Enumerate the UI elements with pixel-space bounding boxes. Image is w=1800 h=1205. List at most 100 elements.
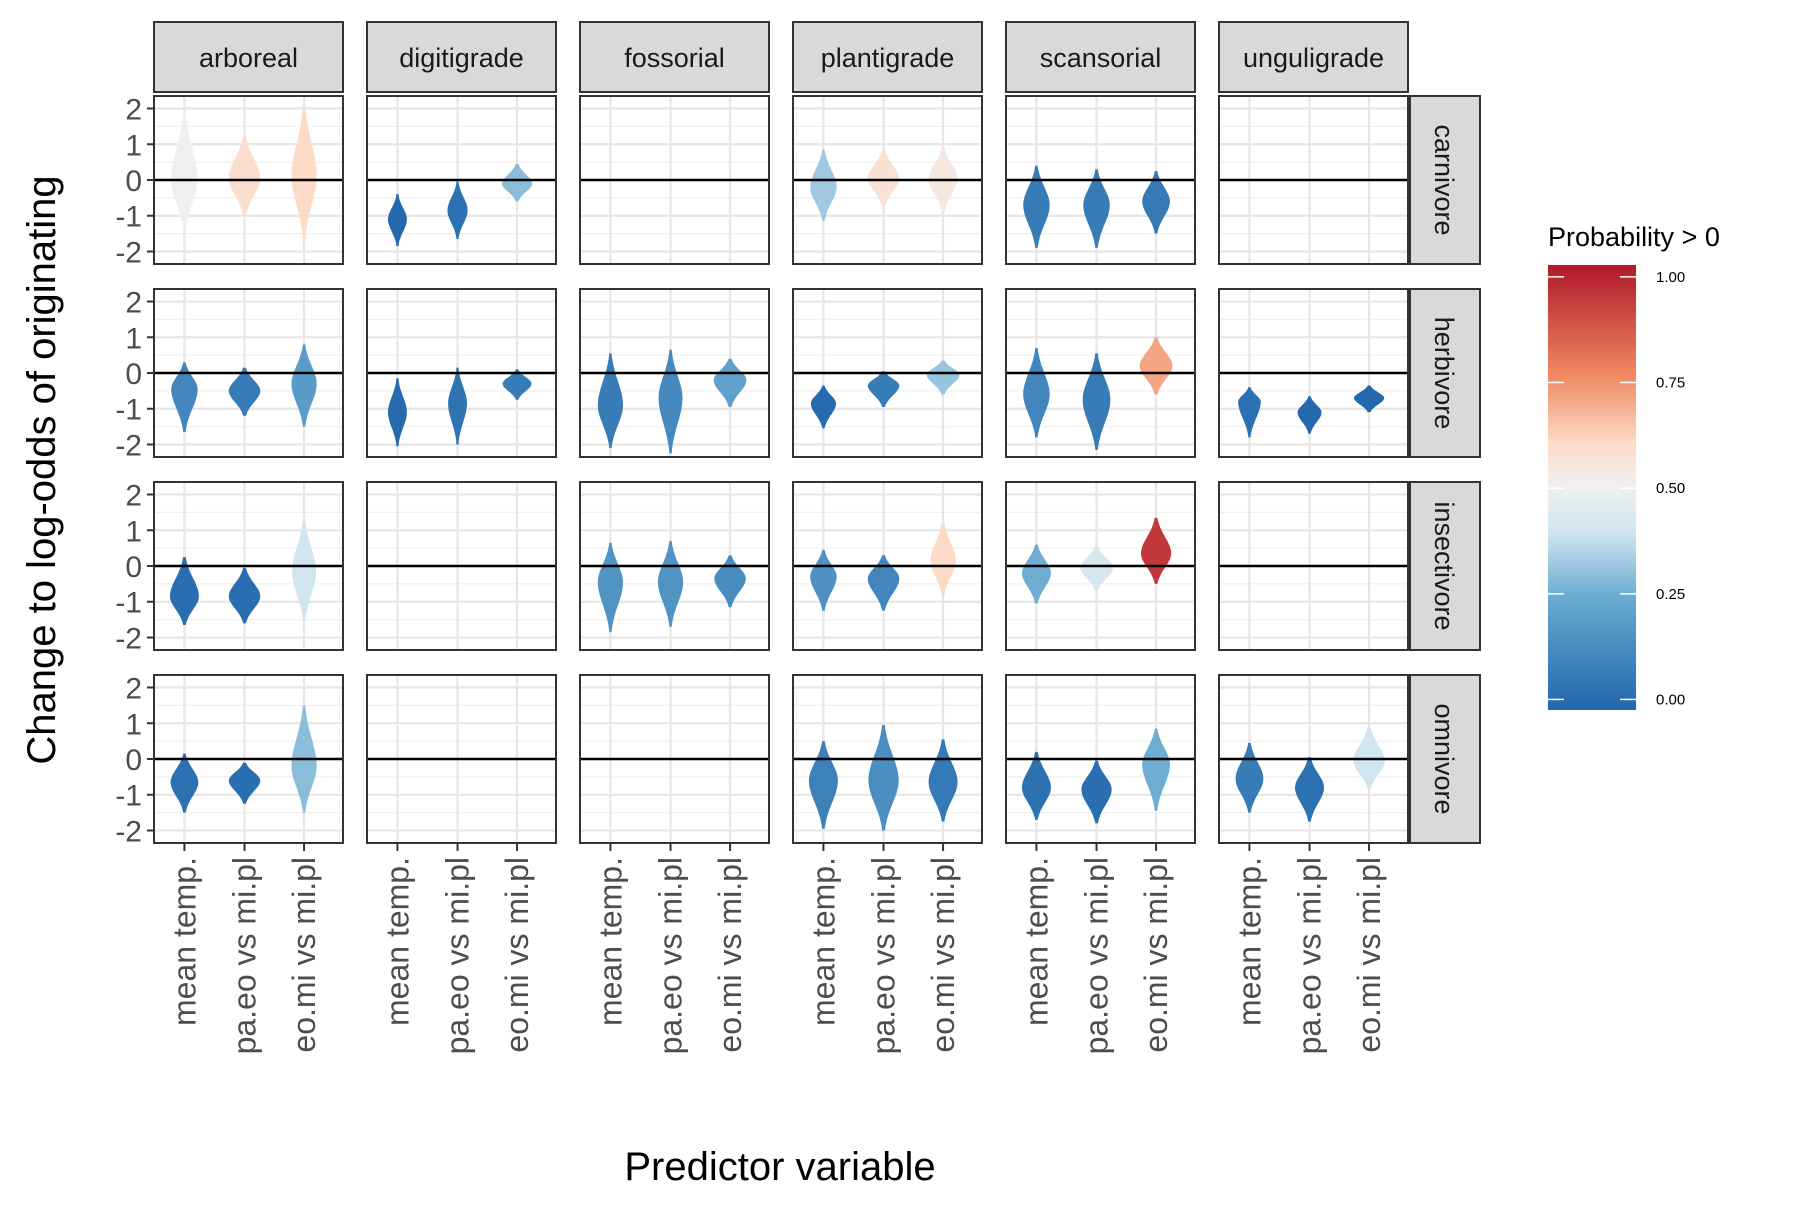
strip-herbivore: herbivore (1409, 288, 1481, 458)
strip-label: carnivore (1429, 124, 1459, 235)
strip-background (1409, 674, 1481, 844)
violin-carnivore-arboreal-0 (171, 112, 198, 231)
violin-herbivore-scansorial-2 (1139, 337, 1173, 395)
strip-label: plantigrade (821, 43, 955, 73)
violin-carnivore-scansorial-0 (1023, 165, 1050, 248)
panel-border (792, 288, 983, 458)
column-strips: arboreal digitigrade fossorial plantigrade s… (153, 21, 1409, 93)
panel-border (1005, 674, 1196, 844)
strip-plantigrade: plantigrade (792, 21, 983, 93)
x-tick-label: eo.mi vs mi.pl (286, 857, 322, 1053)
x-tick-label: pa.eo vs mi.pl (1079, 857, 1115, 1054)
y-tick-label: 2 (125, 673, 142, 706)
panel-omnivore-fossorial (579, 674, 770, 844)
strip-background (1409, 481, 1481, 651)
x-axis-title: Predictor variable (624, 1145, 935, 1189)
y-tick-label: 1 (125, 129, 142, 162)
violin-omnivore-scansorial-0 (1021, 751, 1051, 820)
y-tick-label: -2 (115, 236, 142, 269)
strip-background (153, 21, 344, 93)
violin-omnivore-arboreal-0 (170, 753, 199, 813)
strip-label: scansorial (1040, 43, 1162, 73)
strip-omnivore: omnivore (1409, 674, 1481, 844)
violin-insectivore-arboreal-0 (169, 557, 199, 625)
panel-insectivore-fossorial (579, 481, 770, 651)
violin-insectivore-arboreal-1 (228, 567, 261, 624)
violins (1023, 165, 1170, 248)
strip-label: omnivore (1429, 703, 1459, 814)
violin-herbivore-digitigrade-1 (448, 367, 467, 445)
panel-insectivore-plantigrade (792, 481, 983, 651)
panel-border (366, 674, 557, 844)
violin-herbivore-digitigrade-2 (502, 369, 532, 400)
violins (1022, 517, 1172, 604)
panel-border (579, 95, 770, 265)
strip-background (1005, 21, 1196, 93)
y-tick-label: 1 (125, 322, 142, 355)
strip-carnivore: carnivore (1409, 95, 1481, 265)
violin-carnivore-digitigrade-0 (388, 194, 407, 247)
panel-border (1005, 95, 1196, 265)
panel-border (366, 481, 557, 651)
strip-label: herbivore (1429, 317, 1459, 430)
violin-insectivore-scansorial-1 (1080, 546, 1113, 592)
panel-herbivore-digitigrade (366, 288, 557, 458)
violin-insectivore-plantigrade-2 (930, 521, 956, 597)
violins (388, 367, 532, 447)
strip-digitigrade: digitigrade (366, 21, 557, 93)
panel-border (1005, 481, 1196, 651)
panel-omnivore-arboreal (153, 674, 344, 844)
x-tick-label: mean temp. (805, 857, 841, 1026)
x-tick-label: mean temp. (1231, 857, 1267, 1026)
y-tick-label: 1 (125, 515, 142, 548)
x-tick-label: eo.mi vs mi.pl (499, 857, 535, 1053)
panel-border (366, 95, 557, 265)
violin-carnivore-plantigrade-1 (867, 149, 900, 207)
panel-carnivore-digitigrade (366, 95, 557, 265)
strip-fossorial: fossorial (579, 21, 770, 93)
panel-herbivore-unguligrade (1218, 288, 1409, 458)
violin-herbivore-unguligrade-1 (1297, 396, 1322, 434)
legend-tick-label: 0.50 (1656, 480, 1685, 497)
violin-omnivore-plantigrade-0 (808, 741, 838, 829)
panel-insectivore-unguligrade (1218, 481, 1409, 651)
violin-insectivore-arboreal-2 (292, 519, 316, 622)
panel-herbivore-plantigrade (792, 288, 983, 458)
violin-herbivore-fossorial-0 (597, 353, 623, 449)
violin-insectivore-fossorial-2 (714, 555, 746, 608)
legend-ticks: 1.00 0.75 0.50 0.25 0.00 (1548, 269, 1685, 708)
violin-carnivore-arboreal-2 (291, 104, 317, 240)
violin-herbivore-arboreal-1 (228, 367, 261, 416)
violin-insectivore-scansorial-2 (1141, 517, 1172, 584)
violin-insectivore-plantigrade-1 (867, 555, 900, 611)
x-tick-label: eo.mi vs mi.pl (712, 857, 748, 1053)
violin-herbivore-fossorial-1 (658, 349, 683, 454)
panel-border (792, 674, 983, 844)
violins (171, 104, 317, 240)
violin-carnivore-scansorial-2 (1142, 171, 1170, 234)
violin-carnivore-scansorial-1 (1083, 169, 1110, 248)
strip-background (579, 21, 770, 93)
violin-carnivore-plantigrade-0 (810, 149, 837, 222)
strip-arboreal: arboreal (153, 21, 344, 93)
y-tick-label: 2 (125, 480, 142, 513)
strip-background (1409, 288, 1481, 458)
strip-scansorial: scansorial (1005, 21, 1196, 93)
violin-herbivore-unguligrade-0 (1238, 387, 1261, 438)
x-tick-label: mean temp. (1018, 857, 1054, 1026)
y-tick-label: -1 (115, 201, 142, 234)
panel-omnivore-scansorial (1005, 674, 1196, 844)
violins (1238, 385, 1385, 438)
y-tick-label: -1 (115, 780, 142, 813)
violin-omnivore-scansorial-2 (1142, 728, 1170, 811)
violin-herbivore-fossorial-2 (713, 358, 747, 407)
y-tick-label: 0 (125, 551, 142, 584)
y-tick-label: -2 (115, 429, 142, 462)
x-tick-label: eo.mi vs mi.pl (1351, 857, 1387, 1053)
panel-carnivore-arboreal (153, 95, 344, 265)
strip-insectivore: insectivore (1409, 481, 1481, 651)
panel-carnivore-unguligrade (1218, 95, 1409, 265)
violin-carnivore-digitigrade-1 (447, 181, 468, 239)
